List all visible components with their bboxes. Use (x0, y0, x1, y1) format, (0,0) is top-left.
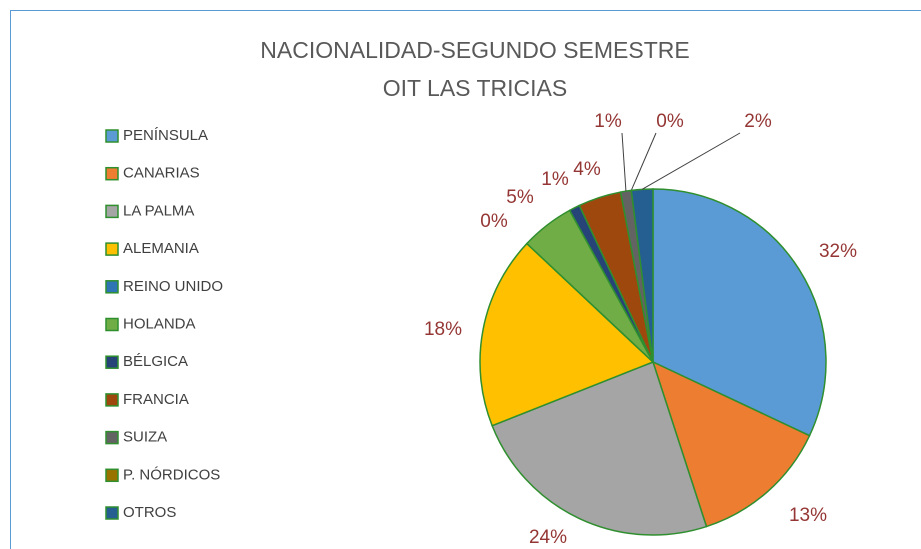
legend-label: BÉLGICA (123, 353, 188, 370)
data-label: 1% (594, 111, 622, 132)
data-label: 24% (529, 527, 567, 548)
data-label: 18% (424, 319, 462, 340)
legend-label: ALEMANIA (123, 240, 199, 257)
leader-line (630, 132, 657, 191)
data-label: 5% (506, 187, 534, 208)
legend-label: LA PALMA (123, 202, 194, 219)
data-label: 2% (744, 111, 772, 132)
legend-label: REINO UNIDO (123, 278, 223, 295)
chart-subtitle: OIT LAS TRICIAS (383, 75, 567, 101)
pie-slice (651, 360, 811, 528)
data-label: 4% (573, 159, 601, 180)
legend-swatch (105, 468, 119, 483)
data-label: 0% (656, 111, 684, 132)
data-label: 0% (480, 211, 508, 232)
legend-label: HOLANDA (123, 315, 196, 332)
pie-slice (479, 242, 655, 427)
legend-swatch (105, 355, 119, 369)
legend-swatch (105, 242, 119, 256)
leader-line (621, 132, 627, 192)
pie-slice (630, 188, 654, 363)
legend-swatch (105, 166, 119, 181)
legend-label: FRANCIA (123, 391, 189, 408)
legend-swatch (105, 129, 119, 143)
data-label: 1% (541, 169, 569, 190)
legend-swatch (105, 430, 119, 445)
legend-swatch (105, 393, 119, 407)
legend-label: PENÍNSULA (123, 127, 208, 144)
legend-label: SUIZA (123, 429, 167, 446)
legend-swatch (105, 204, 119, 219)
chart-title: NACIONALIDAD-SEGUNDO SEMESTRE (260, 37, 689, 63)
legend-swatch (105, 506, 119, 520)
legend-swatch (105, 317, 119, 332)
legend-label: P. NÓRDICOS (123, 466, 220, 483)
leader-line (641, 132, 741, 190)
data-label: 13% (789, 505, 827, 526)
legend-label: OTROS (123, 504, 176, 521)
data-label: 32% (819, 241, 857, 262)
legend-label: CANARIAS (123, 165, 200, 182)
pie-slice (652, 188, 827, 437)
legend-swatch (105, 280, 119, 294)
